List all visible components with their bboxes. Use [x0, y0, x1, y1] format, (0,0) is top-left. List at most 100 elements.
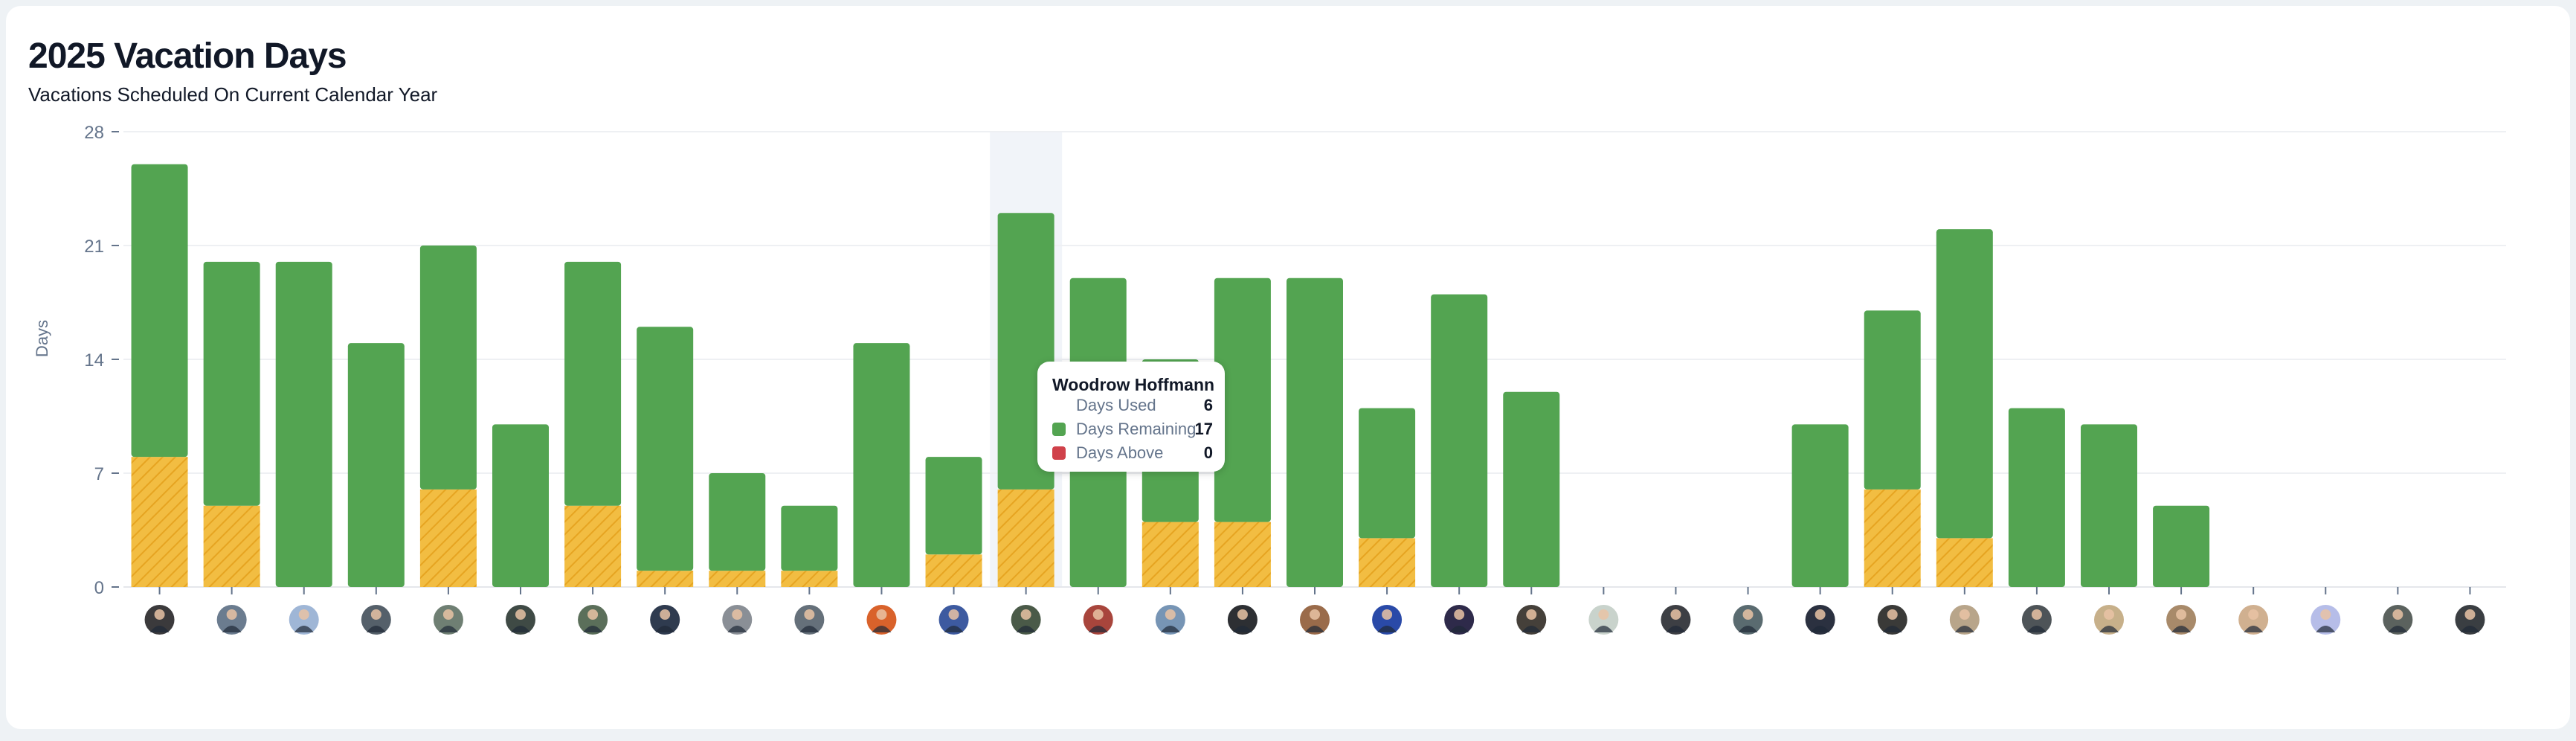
employee-avatar[interactable] [144, 605, 175, 635]
avatar-shoulders [1810, 626, 1830, 632]
employee-avatar[interactable] [2383, 605, 2413, 635]
avatar-face [1598, 609, 1609, 620]
avatar-shoulders [1594, 626, 1614, 632]
employee-avatar[interactable] [216, 605, 247, 635]
chart-subtitle: Vacations Scheduled On Current Calendar … [28, 83, 438, 106]
bar-days-remaining [1431, 294, 1488, 587]
avatar-shoulders [1016, 626, 1036, 632]
employee-avatar[interactable] [1300, 605, 1330, 635]
bar-days-used [781, 571, 838, 587]
bar-days-remaining [2008, 408, 2065, 587]
employee-avatar[interactable] [2455, 605, 2485, 635]
employee-avatar[interactable] [1227, 605, 1258, 635]
bar-days-remaining [1936, 229, 1993, 539]
avatar-face [515, 609, 526, 620]
avatar-shoulders [1738, 626, 1758, 632]
chart-tooltip: Woodrow Hoffmann Days Used 6 Days Remain… [1037, 362, 1225, 472]
avatar-shoulders [1666, 626, 1686, 632]
avatar-shoulders [2316, 626, 2336, 632]
employee-avatar[interactable] [2238, 605, 2269, 635]
employee-avatar[interactable] [866, 605, 897, 635]
tooltip-label: Days Used [1076, 396, 1156, 414]
avatar-shoulders [149, 626, 170, 632]
bar-days-remaining [853, 343, 910, 587]
avatar-face [2320, 609, 2331, 620]
avatar-face [948, 609, 959, 620]
tooltip-employee-name: Woodrow Hoffmann [1052, 375, 1215, 394]
employee-avatar[interactable] [1444, 605, 1475, 635]
employee-avatar[interactable] [578, 605, 608, 635]
employee-avatar[interactable] [1083, 605, 1113, 635]
avatar-face [2104, 609, 2114, 620]
employee-avatar[interactable] [650, 605, 680, 635]
avatar-shoulders [438, 626, 458, 632]
legend-swatch-remaining [1052, 423, 1066, 436]
avatar-shoulders [1522, 626, 1542, 632]
avatar-shoulders [366, 626, 386, 632]
avatar-face [226, 609, 237, 620]
avatar-face [1526, 609, 1537, 620]
employee-avatar[interactable] [361, 605, 391, 635]
avatar-shoulders [872, 626, 892, 632]
bar-days-remaining [492, 424, 549, 587]
avatar-shoulders [1088, 626, 1108, 632]
employee-avatar[interactable] [1949, 605, 1980, 635]
avatar-face [1092, 609, 1104, 620]
employee-avatar[interactable] [794, 605, 825, 635]
avatar-face [442, 609, 454, 620]
employee-avatar[interactable] [1516, 605, 1547, 635]
bar-days-remaining [1359, 408, 1416, 539]
y-tick-label: 7 [94, 464, 104, 484]
avatar-face [298, 609, 309, 620]
avatar-shoulders [2099, 626, 2119, 632]
bar-days-remaining [637, 327, 694, 571]
employee-avatar[interactable] [433, 605, 463, 635]
bar-days-used [1359, 538, 1416, 587]
bar-days-remaining [275, 261, 332, 587]
employee-avatar[interactable] [289, 605, 319, 635]
bar-days-remaining [1791, 424, 1849, 587]
employee-avatar[interactable] [1805, 605, 1835, 635]
avatar-face [1959, 609, 1970, 620]
employee-avatar[interactable] [1877, 605, 1907, 635]
employee-avatar[interactable] [2021, 605, 2052, 635]
employee-avatar[interactable] [2094, 605, 2124, 635]
avatar-face [1742, 609, 1754, 620]
bar-days-remaining [2153, 505, 2210, 587]
bar-days-remaining [203, 261, 260, 506]
avatar-shoulders [1305, 626, 1324, 632]
employee-avatar[interactable] [1011, 605, 1041, 635]
bar-days-used [925, 554, 982, 587]
tooltip-row-days-used: Days Used 6 [1052, 396, 1213, 418]
bar-days-remaining [419, 246, 477, 490]
bar-days-used [564, 505, 622, 587]
employee-avatar[interactable] [1661, 605, 1691, 635]
avatar-shoulders [799, 626, 820, 632]
employee-avatar[interactable] [2311, 605, 2341, 635]
employee-avatar[interactable] [1733, 605, 1763, 635]
tooltip-label: Days Remaining [1076, 420, 1197, 438]
bar-days-remaining [1864, 310, 1921, 490]
employee-avatar[interactable] [722, 605, 753, 635]
avatar-face [1237, 609, 1248, 620]
tooltip-value: 6 [1203, 396, 1213, 414]
bar-days-remaining [781, 505, 838, 571]
avatar-face [1382, 609, 1393, 620]
employee-avatar[interactable] [938, 605, 969, 635]
employee-avatar[interactable] [1155, 605, 1185, 635]
avatar-face [2248, 609, 2259, 620]
avatar-shoulders [727, 626, 747, 632]
avatar-shoulders [2388, 626, 2408, 632]
bar-days-used [419, 489, 477, 587]
bar-days-remaining [2081, 424, 2137, 587]
employee-avatar[interactable] [1372, 605, 1403, 635]
bar-days-used [1214, 522, 1271, 587]
employee-avatar[interactable] [506, 605, 535, 635]
avatar-shoulders [222, 626, 242, 632]
avatar-shoulders [2460, 626, 2480, 632]
avatar-face [2392, 609, 2403, 620]
employee-avatar[interactable] [1588, 605, 1619, 635]
avatar-face [587, 609, 599, 620]
employee-avatar[interactable] [2166, 605, 2197, 635]
